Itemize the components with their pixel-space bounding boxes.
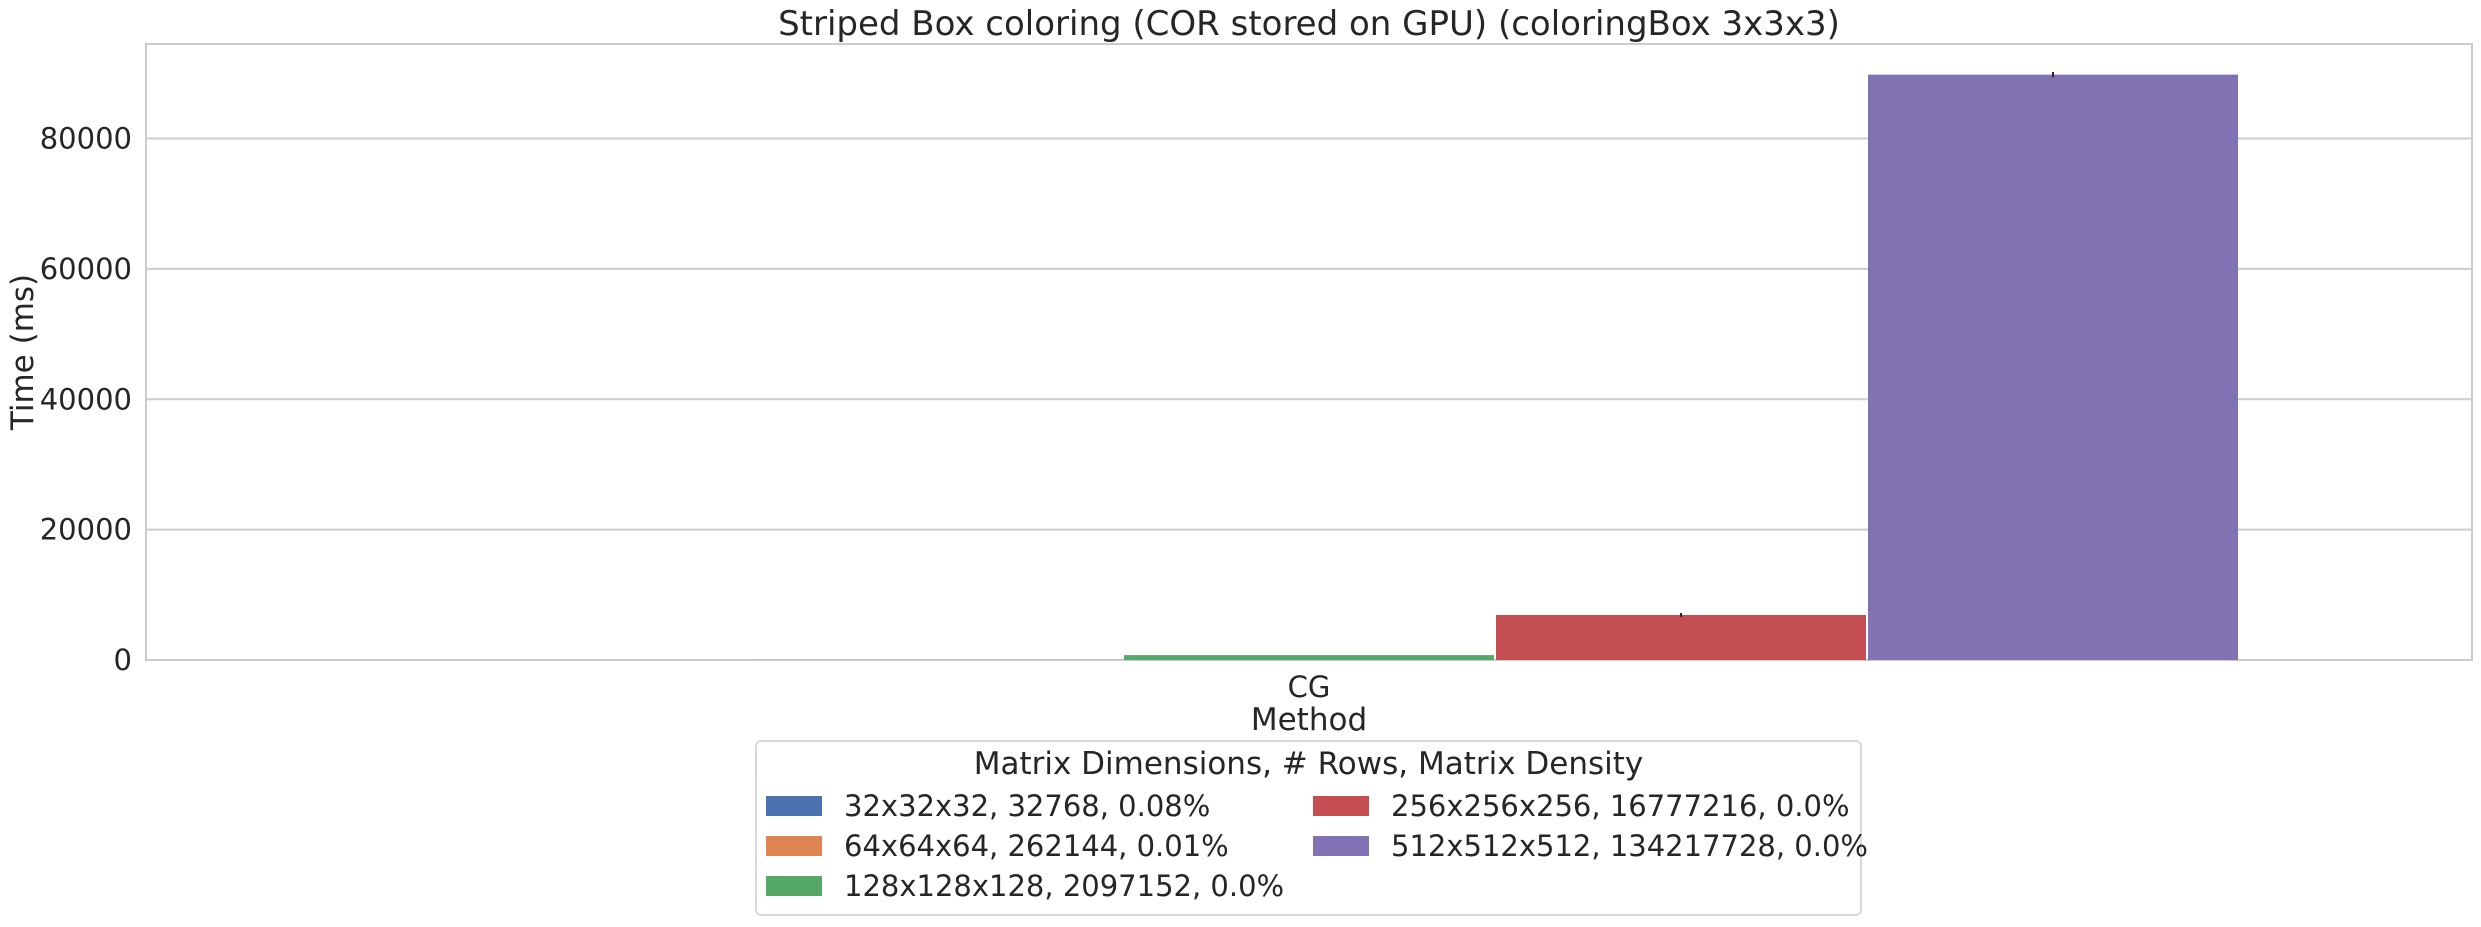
x-tick-label: CG <box>1288 670 1331 704</box>
legend: Matrix Dimensions, # Rows, Matrix Densit… <box>755 740 1868 916</box>
chart-title: Striped Box coloring (COR stored on GPU)… <box>778 4 1840 44</box>
legend-label: 512x512x512, 134217728, 0.0% <box>1391 829 1868 863</box>
legend-title: Matrix Dimensions, # Rows, Matrix Densit… <box>973 746 1644 782</box>
y-tick-label: 0 <box>114 643 132 677</box>
legend-item: 32x32x32, 32768, 0.08% <box>766 786 1210 826</box>
legend-swatch-icon <box>1313 836 1369 856</box>
x-axis-label: Method <box>1251 702 1367 738</box>
legend-label: 64x64x64, 262144, 0.01% <box>844 829 1229 863</box>
legend-item: 256x256x256, 16777216, 0.0% <box>1313 786 1850 826</box>
legend-item: 64x64x64, 262144, 0.01% <box>766 826 1229 866</box>
bar <box>1868 74 2238 661</box>
bar <box>1124 655 1494 660</box>
legend-swatch-icon <box>766 796 822 816</box>
legend-label: 32x32x32, 32768, 0.08% <box>844 789 1211 823</box>
legend-item: 512x512x512, 134217728, 0.0% <box>1313 826 1868 866</box>
legend-item: 128x128x128, 2097152, 0.0% <box>766 866 1284 906</box>
bar <box>1496 615 1866 660</box>
y-tick-label: 80000 <box>40 122 132 156</box>
legend-label: 128x128x128, 2097152, 0.0% <box>844 869 1285 903</box>
y-tick-label: 20000 <box>40 513 132 547</box>
legend-label: 256x256x256, 16777216, 0.0% <box>1391 789 1850 823</box>
y-tick-label: 40000 <box>40 382 132 416</box>
legend-swatch-icon <box>1313 796 1369 816</box>
y-tick-label: 60000 <box>40 252 132 286</box>
legend-swatch-icon <box>766 876 822 896</box>
legend-swatch-icon <box>766 836 822 856</box>
y-axis-label: Time (ms) <box>5 274 41 431</box>
